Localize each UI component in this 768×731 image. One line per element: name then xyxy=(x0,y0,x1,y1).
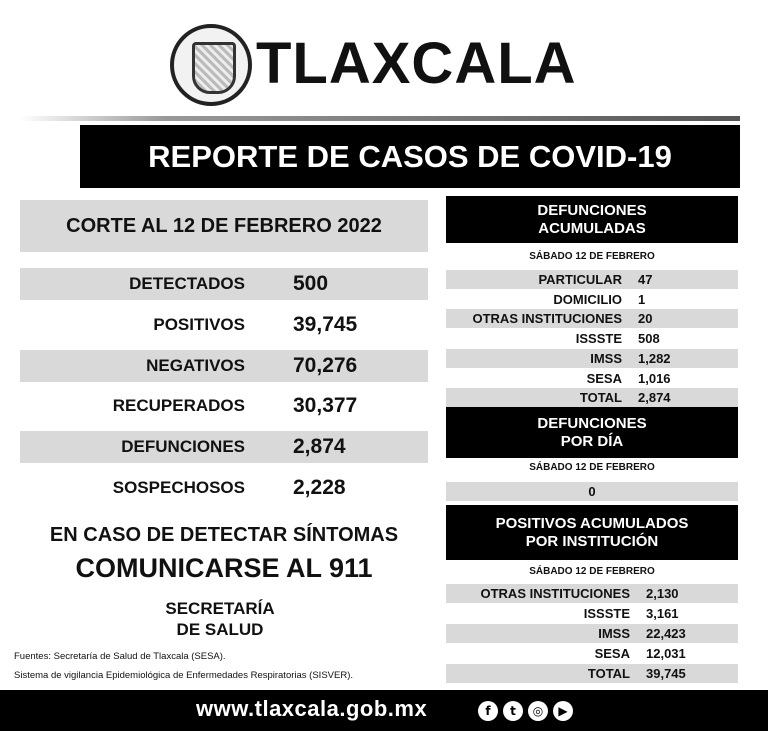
header-line: DEFUNCIONES xyxy=(537,201,647,219)
stat-row: OTRAS INSTITUCIONES 2,130 xyxy=(446,584,738,603)
stat-row: TOTAL 39,745 xyxy=(446,664,738,683)
header-line: ACUMULADAS xyxy=(538,219,646,237)
org-line-2: DE SALUD xyxy=(176,620,264,639)
brand-title: TLAXCALA xyxy=(256,31,577,96)
row-value: 1,282 xyxy=(638,350,671,366)
row-label: NEGATIVOS xyxy=(146,355,245,375)
row-value: 2,228 xyxy=(293,476,346,499)
row-value: 20 xyxy=(638,311,653,327)
row-value: 47 xyxy=(638,272,653,287)
stat-row: OTRAS INSTITUCIONES 20 xyxy=(446,309,738,329)
youtube-icon[interactable]: ▶ xyxy=(553,701,573,721)
stat-row: IMSS 1,282 xyxy=(446,348,738,368)
divider xyxy=(20,116,740,121)
footer-bar: www.tlaxcala.gob.mx f t ◎ ▶ xyxy=(0,690,768,731)
row-value: 22,423 xyxy=(646,626,686,641)
instagram-icon[interactable]: ◎ xyxy=(528,701,548,721)
row-value: 3,161 xyxy=(646,606,679,621)
row-label: DEFUNCIONES xyxy=(121,437,245,457)
header-line: POR DÍA xyxy=(560,432,624,450)
stat-row: ISSSTE 508 xyxy=(446,329,738,348)
header-line: POR INSTITUCIÓN xyxy=(525,532,659,550)
positivos-institucion-header: POSITIVOS ACUMULADOS POR INSTITUCIÓN xyxy=(446,505,738,560)
tlaxcala-seal-logo xyxy=(170,24,252,106)
stat-row: DEFUNCIONES 2,874 xyxy=(20,431,428,464)
row-label: PARTICULAR xyxy=(538,272,622,287)
row-label: POSITIVOS xyxy=(153,314,245,334)
row-label: SOSPECHOSOS xyxy=(112,478,245,497)
value: 0 xyxy=(588,484,596,499)
stat-row: POSITIVOS 39,745 xyxy=(20,309,428,341)
facebook-icon[interactable]: f xyxy=(478,701,498,721)
row-label: IMSS xyxy=(590,350,622,366)
stat-row: TOTAL 2,874 xyxy=(446,388,738,408)
website-link[interactable]: www.tlaxcala.gob.mx xyxy=(196,696,428,721)
defunciones-dia-value: 0 xyxy=(446,482,738,501)
secretaria-de-salud: SECRETARÍA DE SALUD xyxy=(120,598,320,640)
row-value: 2,130 xyxy=(646,586,679,601)
row-label: DETECTADOS xyxy=(129,274,245,293)
row-value: 1 xyxy=(638,291,646,307)
symptoms-notice: EN CASO DE DETECTAR SÍNTOMAS xyxy=(49,524,399,546)
row-value: 508 xyxy=(638,331,660,347)
row-value: 12,031 xyxy=(646,646,686,661)
cutoff-date: CORTE AL 12 DE FEBRERO 2022 xyxy=(20,200,428,252)
call-911-notice: COMUNICARSE AL 911 xyxy=(75,553,373,583)
row-value: 1,016 xyxy=(638,370,671,386)
stat-row: DETECTADOS 500 xyxy=(20,268,428,300)
stat-row: SOSPECHOSOS 2,228 xyxy=(20,472,428,504)
twitter-icon[interactable]: t xyxy=(503,701,523,721)
row-label: OTRAS INSTITUCIONES xyxy=(472,311,622,327)
row-value: 39,745 xyxy=(646,666,686,681)
date-label: SÁBADO 12 DE FEBRERO xyxy=(529,566,655,577)
row-value: 30,377 xyxy=(293,394,358,418)
row-value: 2,874 xyxy=(293,435,346,459)
stat-row: DOMICILIO 1 xyxy=(446,290,738,309)
row-label: RECUPERADOS xyxy=(112,396,245,416)
row-value: 500 xyxy=(293,272,329,295)
row-label: IMSS xyxy=(598,626,630,641)
header-line: DEFUNCIONES xyxy=(537,414,647,432)
row-label: OTRAS INSTITUCIONES xyxy=(480,586,630,601)
stat-row: RECUPERADOS 30,377 xyxy=(20,390,428,422)
stat-row: IMSS 22,423 xyxy=(446,624,738,643)
header-line: POSITIVOS ACUMULADOS xyxy=(495,514,689,532)
stat-row: SESA 12,031 xyxy=(446,644,738,663)
row-label: ISSSTE xyxy=(583,606,630,621)
stat-row: ISSSTE 3,161 xyxy=(446,604,738,623)
row-label: ISSSTE xyxy=(575,331,622,347)
report-banner: REPORTE DE CASOS DE COVID-19 xyxy=(80,125,740,188)
row-label: TOTAL xyxy=(587,666,630,681)
row-value: 39,745 xyxy=(293,312,358,336)
stat-row: SESA 1,016 xyxy=(446,369,738,388)
stat-row: PARTICULAR 47 xyxy=(446,270,738,289)
org-line-1: SECRETARÍA xyxy=(165,599,275,618)
row-label: SESA xyxy=(586,370,622,386)
date-label: SÁBADO 12 DE FEBRERO xyxy=(529,462,655,473)
row-value: 2,874 xyxy=(638,390,671,406)
stat-row: NEGATIVOS 70,276 xyxy=(20,349,428,382)
row-label: SESA xyxy=(594,646,630,661)
source-line: Fuentes: Secretaría de Salud de Tlaxcala… xyxy=(14,651,226,662)
source-line: Sistema de vigilancia Epidemiológica de … xyxy=(14,670,353,681)
defunciones-dia-header: DEFUNCIONES POR DÍA xyxy=(446,407,738,458)
defunciones-acumuladas-header: DEFUNCIONES ACUMULADAS xyxy=(446,196,738,243)
row-label: DOMICILIO xyxy=(553,291,622,307)
date-label: SÁBADO 12 DE FEBRERO xyxy=(529,251,655,262)
row-label: TOTAL xyxy=(579,390,622,406)
row-value: 70,276 xyxy=(293,353,358,377)
